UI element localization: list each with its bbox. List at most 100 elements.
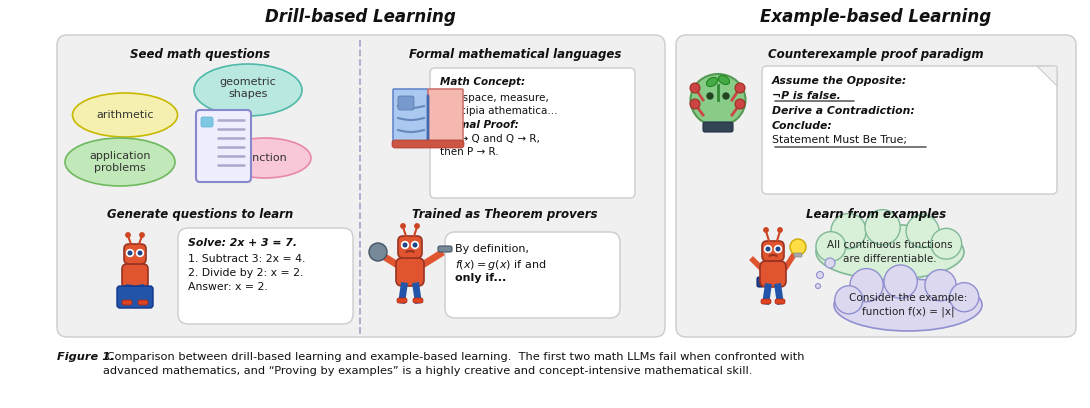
Text: Derive a Contradiction:: Derive a Contradiction: <box>772 106 915 116</box>
Text: Learn from examples: Learn from examples <box>806 208 946 221</box>
Circle shape <box>707 93 713 99</box>
Ellipse shape <box>706 78 717 86</box>
FancyBboxPatch shape <box>438 246 452 252</box>
Circle shape <box>775 246 782 253</box>
Circle shape <box>140 233 144 237</box>
Circle shape <box>816 271 824 279</box>
Ellipse shape <box>816 224 964 279</box>
FancyBboxPatch shape <box>761 299 771 304</box>
Circle shape <box>735 99 744 109</box>
FancyBboxPatch shape <box>117 286 153 308</box>
Text: Counterexample proof paradigm: Counterexample proof paradigm <box>768 48 984 61</box>
Ellipse shape <box>73 93 178 137</box>
Circle shape <box>415 224 420 228</box>
Circle shape <box>906 215 940 248</box>
FancyBboxPatch shape <box>397 298 407 303</box>
Text: only if...: only if... <box>455 273 506 283</box>
Text: Formal mathematical languages: Formal mathematical languages <box>409 48 621 61</box>
Text: Trained as Theorem provers: Trained as Theorem provers <box>412 208 597 221</box>
Ellipse shape <box>718 75 729 84</box>
FancyBboxPatch shape <box>413 298 423 303</box>
Ellipse shape <box>219 138 311 178</box>
FancyBboxPatch shape <box>794 253 802 257</box>
FancyBboxPatch shape <box>762 66 1057 194</box>
FancyBboxPatch shape <box>196 110 251 182</box>
Circle shape <box>766 247 770 251</box>
Ellipse shape <box>690 74 746 126</box>
Circle shape <box>138 251 142 255</box>
Ellipse shape <box>194 64 302 116</box>
Text: Statement Must Be True;: Statement Must Be True; <box>772 135 907 145</box>
FancyBboxPatch shape <box>201 117 213 127</box>
FancyBboxPatch shape <box>122 300 132 305</box>
Text: Math Concept:: Math Concept: <box>440 77 525 87</box>
FancyBboxPatch shape <box>178 228 353 324</box>
Circle shape <box>835 286 863 314</box>
Circle shape <box>690 99 700 109</box>
Text: By definition,: By definition, <box>455 244 529 254</box>
FancyBboxPatch shape <box>703 122 732 132</box>
Text: Generate questions to learn: Generate questions to learn <box>107 208 293 221</box>
Circle shape <box>931 228 961 259</box>
Text: All continuous functions
are differentiable.: All continuous functions are differentia… <box>827 240 953 264</box>
FancyBboxPatch shape <box>396 258 424 286</box>
Text: Formal Proof:: Formal Proof: <box>440 120 519 130</box>
FancyBboxPatch shape <box>398 96 414 110</box>
FancyBboxPatch shape <box>57 35 665 337</box>
Circle shape <box>723 93 729 99</box>
Text: If P → Q and Q → R,: If P → Q and Q → R, <box>440 134 540 144</box>
Ellipse shape <box>65 138 175 186</box>
FancyBboxPatch shape <box>756 277 764 287</box>
Circle shape <box>778 228 783 232</box>
Text: function: function <box>242 153 288 163</box>
Circle shape <box>825 258 835 268</box>
FancyBboxPatch shape <box>762 241 784 261</box>
Circle shape <box>865 210 900 245</box>
Circle shape <box>831 213 867 249</box>
FancyBboxPatch shape <box>429 68 635 198</box>
Text: Drill-based Learning: Drill-based Learning <box>265 8 456 26</box>
Circle shape <box>403 243 407 247</box>
Circle shape <box>125 233 130 237</box>
Text: set, space, measure,: set, space, measure, <box>440 93 548 103</box>
Circle shape <box>412 242 419 248</box>
FancyBboxPatch shape <box>760 261 786 287</box>
FancyBboxPatch shape <box>398 236 422 258</box>
Text: Figure 1.: Figure 1. <box>57 352 114 362</box>
Text: 1. Subtract 3: 2x = 4.: 1. Subtract 3: 2x = 4. <box>187 254 305 264</box>
Text: then P → R.: then P → R. <box>440 147 498 157</box>
Circle shape <box>126 250 133 257</box>
Circle shape <box>764 228 768 232</box>
Text: arithmetic: arithmetic <box>96 110 154 120</box>
FancyBboxPatch shape <box>428 89 463 145</box>
FancyBboxPatch shape <box>775 299 785 304</box>
Circle shape <box>370 243 387 261</box>
Circle shape <box>850 268 883 302</box>
Ellipse shape <box>834 279 982 331</box>
Circle shape <box>690 83 700 93</box>
FancyBboxPatch shape <box>122 264 148 288</box>
FancyBboxPatch shape <box>445 232 620 318</box>
Circle shape <box>129 251 132 255</box>
Text: 2. Divide by 2: x = 2.: 2. Divide by 2: x = 2. <box>187 268 303 278</box>
FancyBboxPatch shape <box>392 140 464 148</box>
Polygon shape <box>1037 66 1057 86</box>
Text: Seed math questions: Seed math questions <box>130 48 270 61</box>
Circle shape <box>815 284 821 288</box>
Text: Example-based Learning: Example-based Learning <box>761 8 992 26</box>
Circle shape <box>790 239 806 255</box>
Circle shape <box>401 242 409 248</box>
FancyBboxPatch shape <box>138 300 148 305</box>
Circle shape <box>764 246 772 253</box>
Circle shape <box>816 232 846 262</box>
Text: Principia athematica...: Principia athematica... <box>440 106 557 116</box>
Text: $f(x) = g(x)$ if and: $f(x) = g(x)$ if and <box>455 258 546 272</box>
FancyBboxPatch shape <box>393 89 428 145</box>
FancyBboxPatch shape <box>676 35 1076 337</box>
Text: application
problems: application problems <box>89 151 150 173</box>
Text: Conclude:: Conclude: <box>772 121 833 131</box>
Circle shape <box>401 224 405 228</box>
Circle shape <box>949 283 979 312</box>
Circle shape <box>136 250 144 257</box>
Text: Comparison between drill-based learning and example-based learning.  The first t: Comparison between drill-based learning … <box>102 352 804 377</box>
